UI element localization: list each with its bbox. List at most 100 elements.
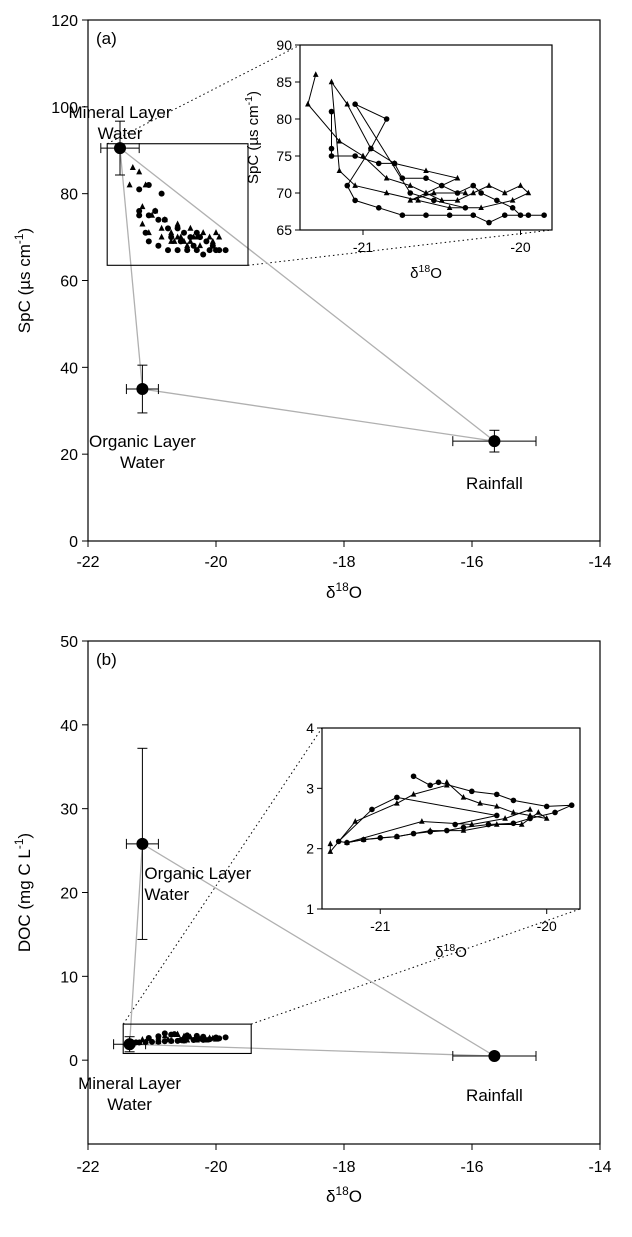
data-point-triangle [187,237,194,244]
data-point-triangle [419,818,425,824]
data-point-circle [469,788,475,795]
data-point-circle [525,212,532,218]
data-point-circle [145,212,152,219]
endmember-label: Water [120,453,165,472]
data-point-circle [136,186,143,193]
inset-y-tick-label: 80 [276,111,292,127]
data-point-circle [444,827,450,834]
data-point-circle [145,181,152,188]
data-point-triangle [470,189,477,196]
x-tick-label: -14 [588,554,611,571]
inset-y-tick-label: 90 [276,37,292,53]
mixing-triangle [119,146,497,443]
data-point-triangle [407,197,414,203]
data-point-triangle [527,806,533,812]
data-point-circle [168,1038,175,1045]
data-point-triangle [344,100,351,107]
data-point-triangle [486,182,492,188]
data-point-circle [158,190,165,197]
y-axis-label: DOC (mg C L-1) [12,833,34,952]
x-tick-label: -16 [460,1159,483,1176]
data-point-triangle [415,197,421,203]
data-point-triangle [510,809,517,815]
endmember-label: Water [144,885,189,904]
inset-y-axis-label: SpC (µs cm-1) [243,91,262,184]
data-point-circle [222,1034,229,1041]
data-point-triangle [501,189,508,196]
inset-x-tick-label: -20 [510,239,530,255]
data-point-triangle [336,167,343,174]
data-point-circle [369,806,375,813]
data-point-circle [527,815,533,822]
data-point-triangle [493,803,500,809]
zoom-connector [106,44,301,145]
data-point-circle [454,190,461,196]
x-tick-label: -22 [76,554,99,571]
data-point-circle [328,145,335,152]
data-point-circle [181,229,187,236]
data-point-triangle [139,203,146,210]
inset-y-tick-label: 85 [276,74,292,90]
data-point-circle [184,247,191,254]
data-point-triangle [209,237,216,244]
data-point-triangle [312,71,319,77]
data-point-triangle [423,189,429,196]
zoom-connector [122,727,323,1025]
data-point-triangle [525,189,532,196]
data-point-circle [206,1036,213,1043]
data-point-triangle [352,182,358,188]
data-point-circle [375,205,382,211]
x-tick-label: -16 [460,554,483,571]
inset-x-axis-label: δ18O [410,263,442,282]
inset-x-tick-label: -21 [370,918,390,934]
data-point-circle [383,116,390,122]
y-tick-label: 40 [60,360,78,377]
data-point-circle [174,225,181,232]
x-tick-label: -18 [332,1159,355,1176]
x-tick-label: -22 [76,1159,99,1176]
chart-panel-a: -22 -20 -18 -16 -14 0 20 40 60 80 100 120 δ18O SpC (µ… [12,13,612,602]
y-tick-label: 20 [60,447,78,464]
data-point-triangle [327,840,334,847]
data-point-circle [368,145,374,152]
data-point-circle [470,212,477,218]
y-tick-label: 50 [60,634,78,651]
data-point-triangle [423,167,429,174]
data-point-circle [452,821,458,828]
data-point-circle [435,779,442,786]
data-point-triangle [200,229,207,236]
endmember-label: Mineral Layer [78,1074,181,1093]
mixing-triangle [128,842,497,1057]
x-tick-label: -18 [332,554,355,571]
inset-y-tick-label: 65 [276,222,292,238]
data-point-circle [352,101,358,107]
data-point-circle [552,809,558,816]
endmember-point [123,1038,136,1051]
data-point-circle [161,216,168,223]
data-point-triangle [197,242,203,249]
chart-panel-b: -22 -20 -18 -16 -14 0 10 20 30 40 50 δ18O DOC (mg C … [12,634,612,1206]
data-point-circle [168,234,175,241]
data-point-circle [410,773,417,780]
data-point-circle [190,242,197,249]
data-point-triangle [187,224,194,231]
data-point-circle [155,1033,162,1040]
data-point-circle [145,238,152,245]
endmember-point [136,383,149,396]
data-point-circle [142,229,149,236]
y-tick-label: 10 [60,969,78,986]
data-point-circle [344,839,350,846]
data-point-circle [216,247,223,254]
data-point-triangle [438,197,445,203]
data-point-triangle [352,818,359,824]
data-point-circle [410,830,417,837]
zoom-connector [247,229,553,266]
x-tick-label: -20 [204,1159,227,1176]
data-point-circle [407,190,414,196]
inset-x-tick-label: -21 [353,239,373,255]
zoom-box [122,1023,252,1055]
data-point-circle [155,216,162,223]
data-point-triangle [517,182,524,188]
data-point-circle [394,794,400,801]
